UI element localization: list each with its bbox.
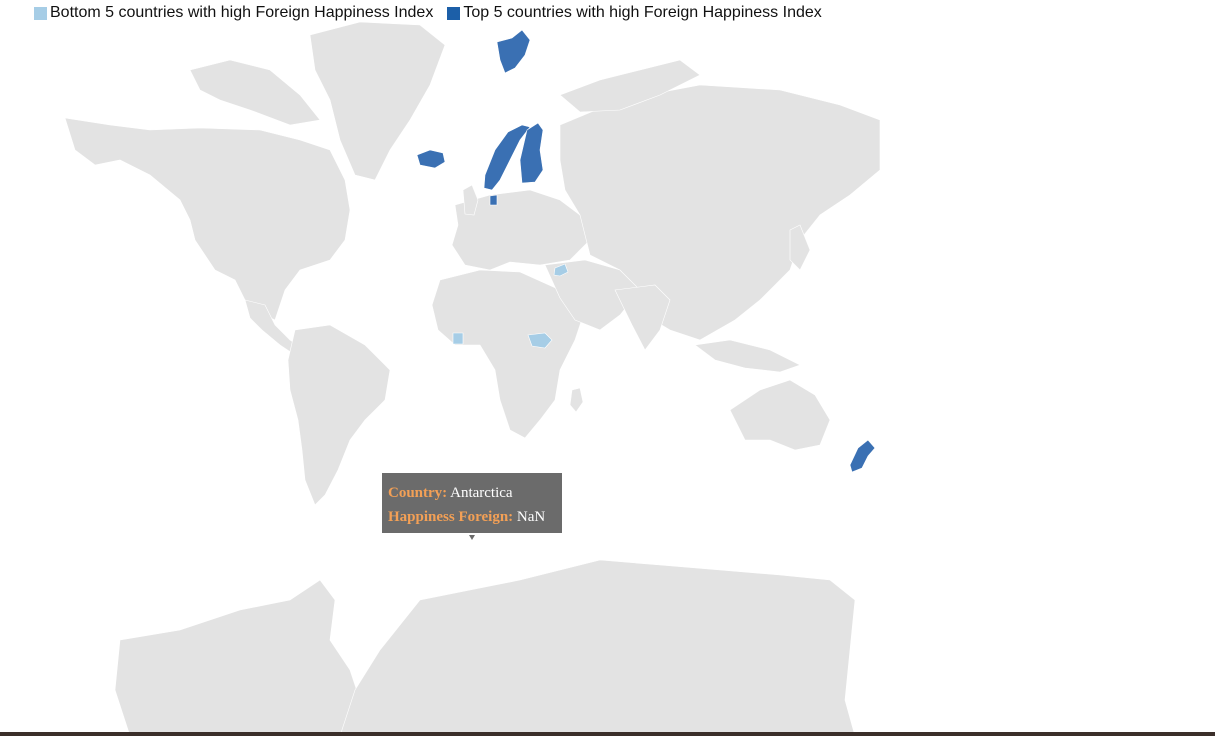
tooltip-happiness-row: Happiness Foreign: NaN <box>388 505 556 529</box>
country-europe[interactable] <box>451 189 591 271</box>
country-india[interactable] <box>614 284 671 351</box>
top-countries-layer <box>416 29 876 473</box>
legend-swatch-light-blue <box>34 6 47 20</box>
tooltip-arrow <box>469 535 475 540</box>
legend-item-top5[interactable]: Top 5 countries with high Foreign Happin… <box>447 4 822 22</box>
country-denmark[interactable] <box>489 194 498 206</box>
country-middle-east[interactable] <box>544 259 641 331</box>
legend-label-bottom5: Bottom 5 countries with high Foreign Hap… <box>50 4 434 21</box>
tooltip-country-key: Country: <box>388 485 448 501</box>
base-land <box>64 21 881 736</box>
country-asia[interactable] <box>559 84 881 341</box>
bottom-countries-layer <box>452 263 569 349</box>
country-southeast-asia-islands[interactable] <box>694 339 801 373</box>
country-uk[interactable] <box>462 184 479 216</box>
legend-item-bottom5[interactable]: Bottom 5 countries with high Foreign Hap… <box>34 4 433 22</box>
country-canada-islands[interactable] <box>189 59 321 126</box>
tooltip-country-row: Country: Antarctica <box>388 481 556 505</box>
country-togo[interactable] <box>452 332 464 345</box>
country-greenland[interactable] <box>309 21 446 181</box>
tooltip-country-value: Antarctica <box>450 485 513 501</box>
tooltip: Country: Antarctica Happiness Foreign: N… <box>382 473 562 533</box>
country-finland[interactable] <box>519 122 544 184</box>
country-africa[interactable] <box>431 269 586 439</box>
country-svalbard[interactable] <box>496 29 531 74</box>
tooltip-happiness-key: Happiness Foreign: <box>388 509 514 525</box>
country-antarctica-east[interactable] <box>339 559 856 736</box>
legend-swatch-dark-blue <box>447 6 461 20</box>
country-madagascar[interactable] <box>569 387 584 413</box>
legend-label-top5: Top 5 countries with high Foreign Happin… <box>463 4 822 21</box>
country-japan[interactable] <box>789 224 811 271</box>
country-new-zealand[interactable] <box>849 439 876 473</box>
bottom-bar <box>0 732 1215 736</box>
country-iceland[interactable] <box>416 149 446 169</box>
country-south-sudan[interactable] <box>527 332 553 349</box>
legend: Bottom 5 countries with high Foreign Hap… <box>34 4 836 22</box>
country-antarctica[interactable] <box>114 579 361 736</box>
tooltip-happiness-value: NaN <box>516 509 546 525</box>
country-south-america[interactable] <box>287 324 391 506</box>
country-north-america[interactable] <box>64 117 351 321</box>
country-australia[interactable] <box>729 379 831 451</box>
country-syria[interactable] <box>553 263 569 277</box>
country-arctic-islands[interactable] <box>559 59 701 113</box>
country-norway[interactable] <box>483 124 531 191</box>
